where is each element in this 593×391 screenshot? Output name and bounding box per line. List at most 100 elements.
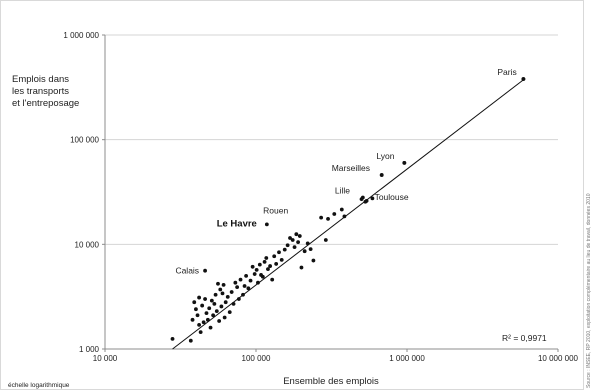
point-label-6: Le Havre [217, 218, 257, 229]
data-point-64 [296, 240, 300, 245]
data-point-7 [197, 322, 202, 327]
data-point-39 [244, 273, 249, 278]
data-point-43 [252, 272, 257, 276]
data-point-44 [254, 267, 259, 272]
data-point-73 [332, 212, 337, 216]
data-point-66 [299, 265, 304, 270]
data-point-42 [250, 264, 255, 269]
point-label-7: Calais [175, 266, 199, 276]
point-label-0: Paris [497, 67, 516, 77]
y-tick-label-3: 1 000 000 [63, 31, 99, 40]
point-label-4: Toulouse [375, 192, 409, 202]
labeled-point-5 [319, 215, 324, 220]
data-point-57 [279, 258, 284, 262]
point-label-1: Lyon [376, 151, 394, 161]
data-point-54 [272, 254, 277, 259]
data-point-71 [323, 238, 328, 242]
data-point-15 [208, 325, 213, 330]
y-axis-label-line-3: et l'entreposage [12, 98, 79, 109]
x-tick-label-1: 100 000 [242, 354, 271, 363]
data-point-16 [209, 298, 214, 303]
x-tick-label-3: 10 000 000 [538, 354, 579, 363]
labeled-point-3 [360, 195, 365, 200]
data-point-37 [241, 292, 245, 297]
data-point-32 [231, 301, 236, 306]
data-point-65 [297, 234, 302, 238]
data-point-51 [266, 267, 270, 271]
data-point-14 [207, 306, 212, 311]
data-point-5 [195, 313, 200, 318]
data-point-0 [170, 336, 175, 341]
data-point-41 [248, 278, 253, 283]
data-point-23 [218, 287, 223, 292]
point-label-5: Rouen [263, 206, 288, 216]
point-label-2: Marseilles [332, 163, 370, 173]
data-point-21 [216, 281, 220, 286]
data-point-18 [212, 301, 217, 306]
data-point-74 [339, 207, 344, 212]
data-point-9 [200, 303, 205, 308]
point-label-3: Lille [335, 186, 350, 196]
data-point-62 [292, 245, 297, 250]
scale-note: échelle logarithmique [8, 382, 70, 389]
data-point-2 [190, 317, 195, 322]
y-axis-label-line-1: Emplois dans [12, 74, 69, 85]
data-point-13 [205, 317, 210, 322]
data-point-28 [223, 300, 228, 305]
data-point-20 [214, 309, 219, 314]
y-tick-label-2: 100 000 [70, 136, 99, 145]
data-point-70 [311, 258, 316, 263]
data-point-52 [268, 264, 273, 268]
data-point-17 [211, 313, 216, 318]
data-point-8 [198, 330, 203, 335]
data-point-60 [288, 236, 292, 240]
data-point-63 [294, 232, 299, 237]
labeled-point-4 [364, 198, 369, 203]
data-point-75 [342, 214, 347, 219]
labeled-point-6 [264, 222, 269, 227]
data-point-45 [256, 280, 260, 285]
data-point-26 [221, 282, 226, 287]
labeled-point-1 [402, 160, 407, 165]
data-point-53 [270, 277, 275, 282]
x-tick-label-0: 10 000 [93, 354, 118, 363]
data-point-68 [305, 241, 310, 246]
y-axis-label-line-2: les transports [12, 86, 69, 97]
y-tick-label-1: 10 000 [75, 240, 100, 249]
labeled-point-0 [521, 77, 526, 81]
data-point-35 [236, 297, 241, 301]
data-point-27 [222, 315, 227, 320]
data-point-58 [282, 247, 287, 252]
data-point-46 [257, 262, 262, 267]
data-point-4 [194, 307, 198, 312]
labeled-point-2 [379, 173, 384, 177]
data-point-22 [217, 319, 222, 323]
data-point-78 [370, 196, 375, 201]
data-point-59 [285, 243, 290, 248]
data-point-69 [308, 247, 313, 252]
data-point-30 [227, 310, 232, 315]
data-point-49 [262, 259, 267, 264]
data-point-55 [274, 262, 279, 266]
r-squared-label: R² = 0,9971 [502, 333, 547, 343]
data-point-19 [213, 292, 218, 297]
data-point-48 [260, 274, 265, 279]
data-point-12 [204, 311, 209, 316]
data-point-31 [229, 290, 234, 294]
data-point-38 [242, 284, 247, 288]
axes [104, 35, 558, 350]
data-point-34 [235, 285, 240, 290]
data-point-10 [201, 320, 206, 325]
data-point-6 [197, 295, 202, 300]
data-point-1 [188, 338, 193, 343]
data-point-56 [277, 250, 281, 255]
point-labels: Paris Lyon Marseilles Lille Toulouse Rouen Le … [175, 67, 526, 276]
data-point-3 [192, 300, 197, 305]
data-point-61 [290, 238, 295, 242]
grid-lines [105, 34, 558, 245]
x-tick-label-2: 1 000 000 [389, 354, 425, 363]
